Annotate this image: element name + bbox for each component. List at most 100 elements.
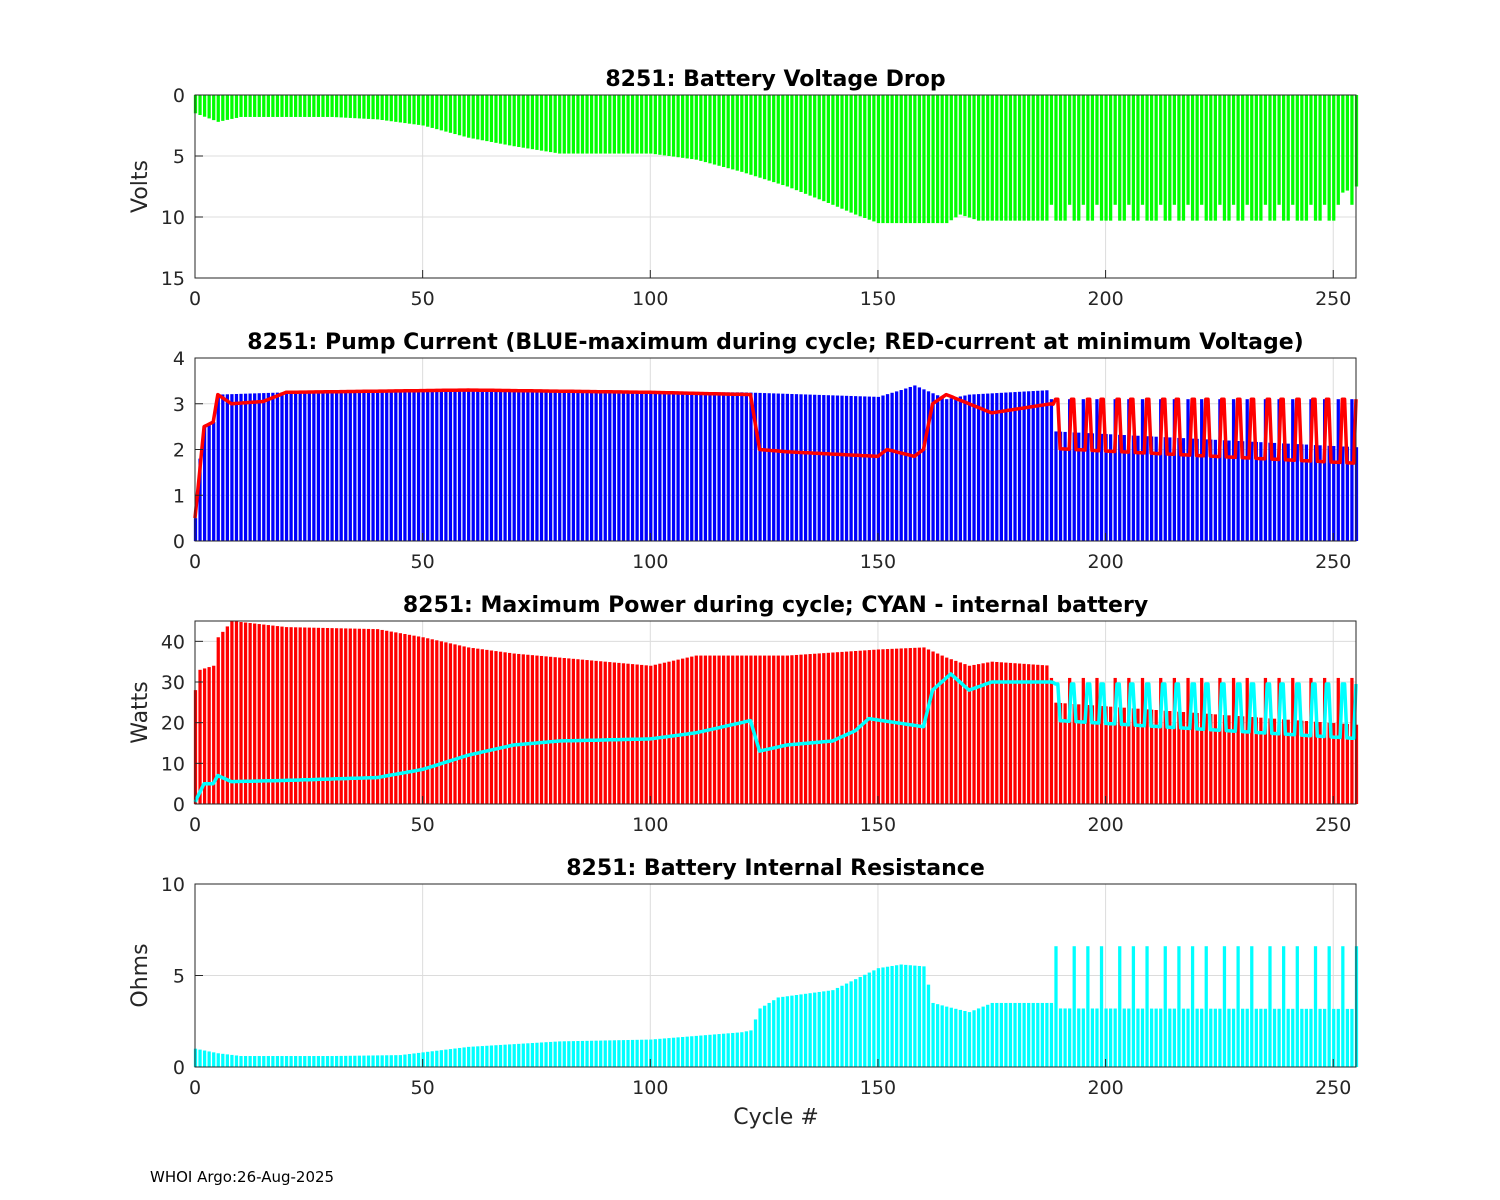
y-tick-label: 5	[173, 146, 185, 168]
y-axis-label: Volts	[128, 160, 153, 213]
axes-frame	[194, 94, 1357, 279]
bar	[1099, 433, 1104, 541]
bar	[817, 653, 821, 804]
bar	[362, 628, 366, 804]
bar	[972, 394, 976, 541]
bar	[1236, 95, 1240, 221]
bar	[635, 1039, 639, 1067]
bar	[512, 95, 516, 147]
bar	[1263, 677, 1268, 804]
bar	[1040, 665, 1044, 804]
bar	[312, 1056, 316, 1067]
bar	[243, 393, 248, 541]
bar	[517, 95, 521, 147]
bar	[1031, 664, 1035, 804]
bar	[1236, 440, 1240, 541]
bar	[908, 965, 912, 1067]
bar	[945, 657, 949, 804]
bar	[826, 990, 830, 1067]
bar	[512, 653, 516, 804]
bar	[325, 95, 330, 117]
y-tick-label: 0	[173, 1057, 185, 1079]
bar	[1272, 95, 1277, 221]
bar	[562, 391, 566, 541]
bar	[1058, 431, 1063, 541]
bar	[1272, 718, 1277, 804]
bar	[854, 650, 858, 804]
bar	[822, 653, 826, 804]
bar	[571, 391, 576, 541]
bar	[808, 654, 812, 804]
bar	[1250, 946, 1254, 1067]
bar	[421, 95, 425, 126]
y-tick-label: 10	[161, 207, 185, 229]
chart-panel-1: 0 50 100 150 200 250 0 5 10 15 8251: Battery Volta…	[128, 67, 1359, 310]
bar	[1195, 95, 1199, 221]
bar	[635, 95, 639, 154]
bar	[1259, 95, 1263, 221]
x-tick-label: 100	[632, 814, 668, 836]
bar	[867, 396, 871, 541]
bar	[781, 95, 785, 186]
bar	[1222, 440, 1227, 541]
bar	[753, 95, 758, 177]
bar	[407, 390, 412, 541]
bar	[1004, 95, 1008, 221]
bar	[1200, 677, 1204, 804]
bar	[1254, 1008, 1258, 1067]
bar	[1054, 946, 1058, 1067]
bar	[872, 396, 876, 541]
bar	[212, 95, 216, 121]
bar	[681, 1036, 685, 1067]
bar	[394, 632, 398, 804]
bar	[316, 95, 321, 117]
chart-title: 8251: Battery Voltage Drop	[605, 67, 945, 92]
bar	[221, 394, 225, 541]
bar	[1295, 946, 1299, 1067]
bar	[280, 626, 284, 804]
bar	[339, 95, 343, 118]
bar	[662, 1038, 667, 1067]
bar	[945, 95, 949, 224]
bar	[485, 649, 489, 804]
bar	[316, 1056, 321, 1067]
bar	[1204, 713, 1208, 804]
bar	[1108, 95, 1113, 221]
bar	[526, 95, 530, 149]
x-tick-label: 0	[189, 551, 201, 573]
bar	[1304, 95, 1309, 221]
bar	[1168, 711, 1172, 804]
bar	[885, 966, 890, 1067]
bar	[1318, 95, 1322, 221]
bar	[1277, 95, 1281, 205]
bar	[1254, 441, 1258, 541]
bar	[794, 394, 799, 541]
bar	[1177, 711, 1181, 804]
bar	[653, 392, 657, 541]
bar	[617, 662, 621, 804]
bar	[262, 624, 266, 804]
x-axis-label: Cycle #	[733, 1105, 819, 1130]
bar	[234, 1055, 239, 1067]
bar	[772, 95, 776, 183]
bar	[967, 1012, 972, 1067]
bar	[1350, 95, 1354, 205]
bar	[202, 668, 207, 804]
bar	[803, 394, 808, 541]
bar	[1095, 95, 1099, 205]
bar	[1049, 399, 1054, 541]
bar	[1049, 95, 1054, 205]
bar	[735, 95, 739, 171]
bar	[1040, 95, 1044, 221]
bar	[498, 651, 503, 804]
bar	[1222, 946, 1227, 1067]
bar	[1031, 1002, 1035, 1067]
bar	[444, 95, 448, 132]
bar	[922, 389, 926, 541]
bar	[362, 1055, 366, 1067]
bar	[303, 391, 307, 541]
bar	[926, 984, 931, 1067]
bar	[1291, 1008, 1295, 1067]
bar	[558, 391, 562, 541]
bar	[1231, 677, 1236, 804]
